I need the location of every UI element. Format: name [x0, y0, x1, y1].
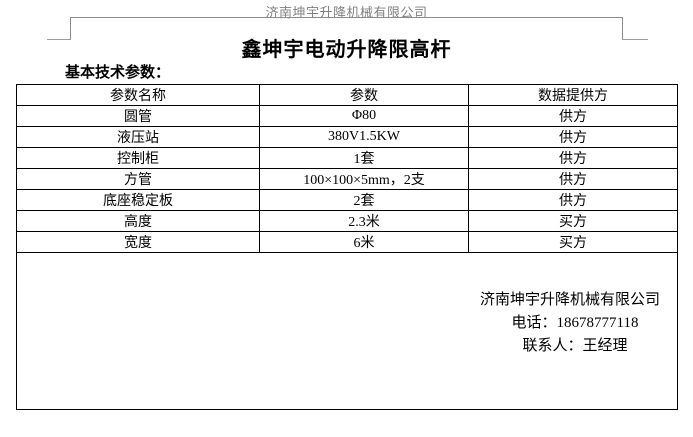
param-value-cell: 380V1.5KW — [259, 126, 469, 148]
param-name-cell: 方管 — [16, 168, 260, 190]
param-value-cell: Φ80 — [259, 105, 469, 127]
data-provider-cell: 供方 — [468, 126, 678, 148]
contact-person: 联系人：王经理 — [522, 338, 628, 354]
table-row-square-tube: 方管 100×100×5mm，2支 供方 — [16, 168, 678, 190]
column-header-data-provider: 数据提供方 — [468, 84, 678, 106]
column-header-parameter-name: 参数名称 — [16, 84, 260, 106]
data-provider-cell: 供方 — [468, 147, 678, 169]
param-value-cell: 2.3米 — [259, 210, 469, 232]
margin-mark-right-vertical — [622, 17, 623, 40]
table-row-base-plate: 底座稳定板 2套 供方 — [16, 189, 678, 211]
page-header-company-name: 济南坤宇升降机械有限公司 — [265, 5, 428, 20]
table-header-row: 参数名称 参数 数据提供方 — [16, 84, 678, 106]
contact-block: 济南坤宇升降机械有限公司 电话：18678777118 联系人：王经理 — [469, 289, 677, 358]
data-provider-cell: 供方 — [468, 189, 678, 211]
margin-mark-left-tick — [47, 39, 71, 40]
param-value-cell: 2套 — [259, 189, 469, 211]
section-label-basic-parameters: 基本技术参数： — [65, 65, 171, 81]
table-row-width: 宽度 6米 买方 — [16, 231, 678, 253]
table-row-hydraulic-station: 液压站 380V1.5KW 供方 — [16, 126, 678, 148]
parameters-table: 参数名称 参数 数据提供方 圆管 Φ80 供方 液压站 380V1.5KW 供方… — [16, 84, 678, 410]
param-name-cell: 控制柜 — [16, 147, 260, 169]
contact-cell: 济南坤宇升降机械有限公司 电话：18678777118 联系人：王经理 — [16, 252, 678, 410]
param-name-cell: 圆管 — [16, 105, 260, 127]
param-name-cell: 液压站 — [16, 126, 260, 148]
document-title: 鑫坤宇电动升降限高杆 — [241, 39, 452, 61]
header-separator-line — [70, 17, 623, 18]
param-value-cell: 6米 — [259, 231, 469, 253]
data-provider-cell: 供方 — [468, 105, 678, 127]
param-value-cell: 1套 — [259, 147, 469, 169]
margin-mark-right-tick — [622, 39, 648, 40]
param-name-cell: 高度 — [16, 210, 260, 232]
param-name-cell: 底座稳定板 — [16, 189, 260, 211]
table-row-height: 高度 2.3米 买方 — [16, 210, 678, 232]
data-provider-cell: 供方 — [468, 168, 678, 190]
data-provider-cell: 买方 — [468, 231, 678, 253]
table-row-control-cabinet: 控制柜 1套 供方 — [16, 147, 678, 169]
margin-mark-left-vertical — [70, 17, 71, 40]
data-provider-cell: 买方 — [468, 210, 678, 232]
contact-phone: 电话：18678777118 — [511, 315, 639, 331]
column-header-parameter: 参数 — [259, 84, 469, 106]
table-footer-row: 济南坤宇升降机械有限公司 电话：18678777118 联系人：王经理 — [16, 252, 678, 410]
table-row-round-tube: 圆管 Φ80 供方 — [16, 105, 678, 127]
param-value-cell: 100×100×5mm，2支 — [259, 168, 469, 190]
param-name-cell: 宽度 — [16, 231, 260, 253]
contact-company: 济南坤宇升降机械有限公司 — [479, 292, 660, 308]
